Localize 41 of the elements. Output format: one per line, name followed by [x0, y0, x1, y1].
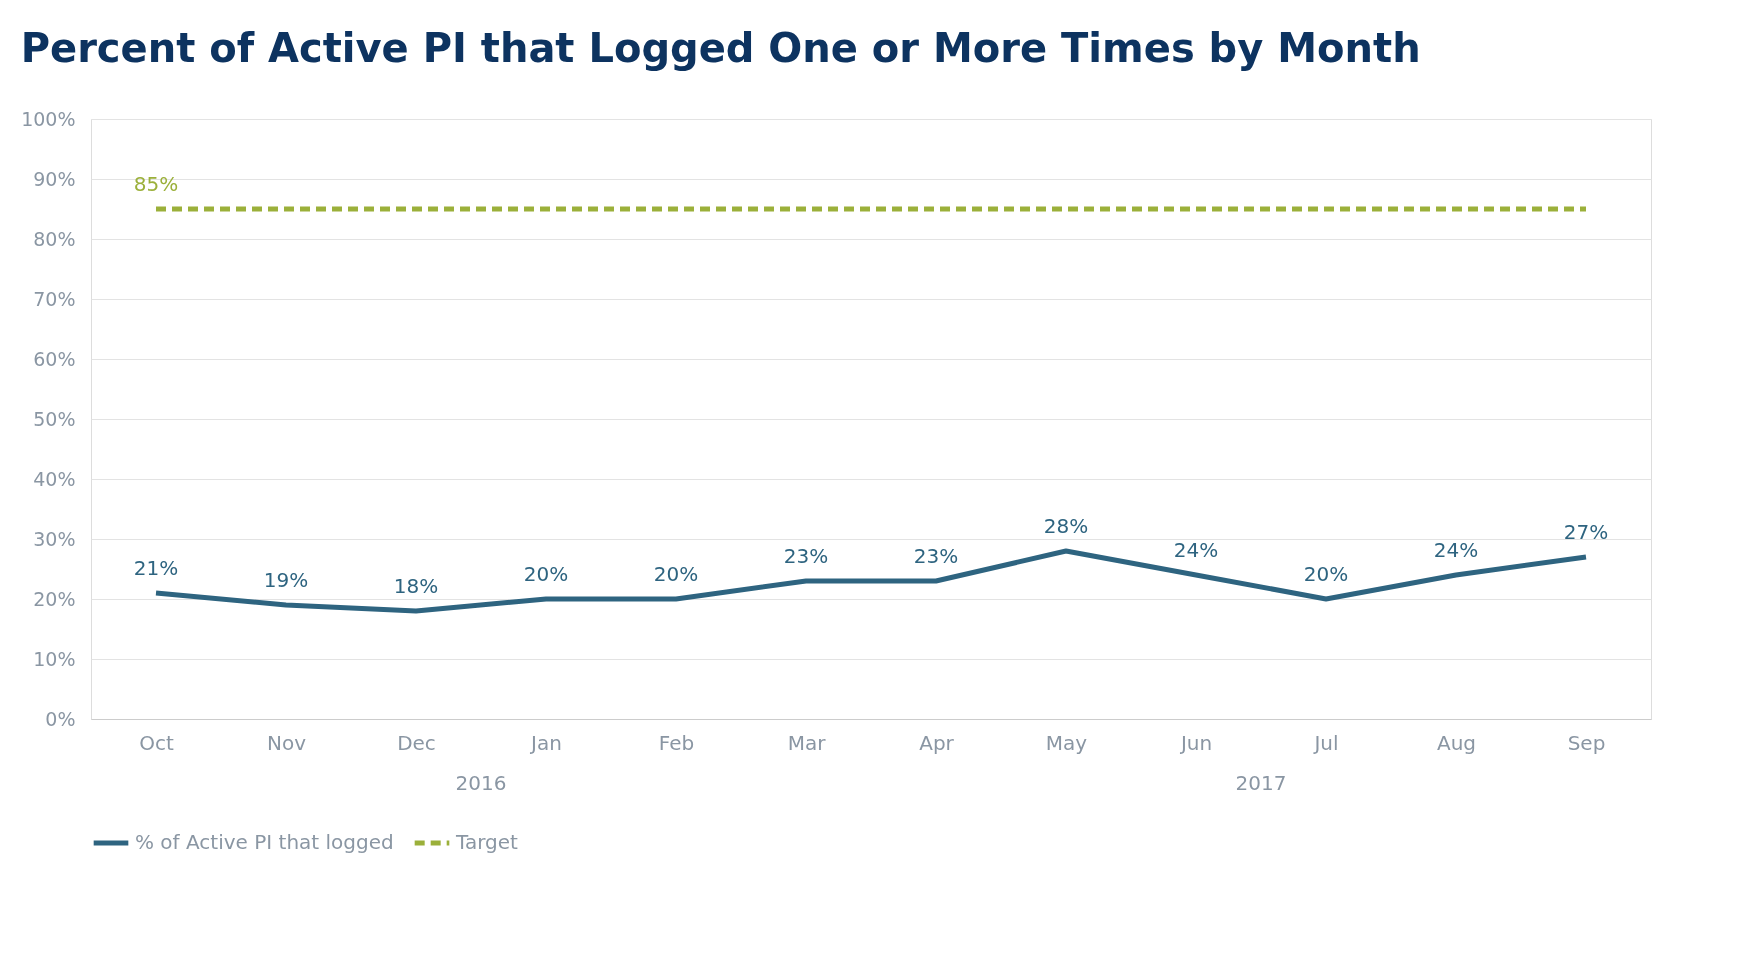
data-label: 27%: [1563, 520, 1609, 544]
data-label: 20%: [653, 562, 699, 586]
y-tick-label: 30%: [33, 527, 76, 550]
x-tick-label: Jul: [1312, 730, 1339, 755]
x-tick-label: Mar: [787, 730, 827, 755]
x-tick-label: Nov: [266, 730, 307, 755]
y-tick-label: 70%: [33, 287, 76, 310]
data-label: 19%: [263, 568, 309, 592]
x-tick-label: Feb: [658, 730, 695, 755]
data-label: 23%: [783, 544, 829, 568]
x-tick-label: Dec: [397, 730, 436, 755]
x-tick-label: Jun: [1178, 730, 1213, 755]
data-label: 28%: [1043, 514, 1089, 538]
data-label: 20%: [523, 562, 569, 586]
legend-label: % of Active PI that logged: [135, 830, 394, 854]
x-tick-label: Jan: [529, 730, 562, 755]
y-tick-label: 0%: [45, 707, 76, 730]
y-tick-label: 20%: [33, 587, 76, 610]
y-tick-label: 90%: [33, 167, 76, 190]
data-label: 24%: [1173, 538, 1219, 562]
data-label: 23%: [913, 544, 959, 568]
y-tick-label: 80%: [33, 227, 76, 250]
x-tick-label: Apr: [919, 730, 955, 755]
x-tick-label: Oct: [139, 730, 174, 755]
chart-title: Percent of Active PI that Logged One or More Times by Month: [20, 25, 1421, 71]
data-label: 24%: [1433, 538, 1479, 562]
y-tick-label: 60%: [33, 347, 76, 370]
y-tick-label: 10%: [33, 647, 76, 670]
data-label: 20%: [1303, 562, 1349, 586]
y-tick-label: 100%: [21, 107, 76, 130]
text: 2016: [455, 771, 507, 795]
x-tick-label: Sep: [1567, 730, 1606, 755]
y-tick-label: 50%: [33, 407, 76, 430]
x-tick-label: Aug: [1436, 730, 1477, 755]
text: 2017: [1235, 771, 1287, 795]
data-label: 18%: [393, 574, 439, 598]
x-tick-label: May: [1045, 730, 1088, 755]
data-label: 85%: [133, 172, 179, 196]
y-tick-label: 40%: [33, 467, 76, 490]
data-label: 21%: [133, 556, 179, 580]
legend-label: Target: [455, 830, 519, 854]
